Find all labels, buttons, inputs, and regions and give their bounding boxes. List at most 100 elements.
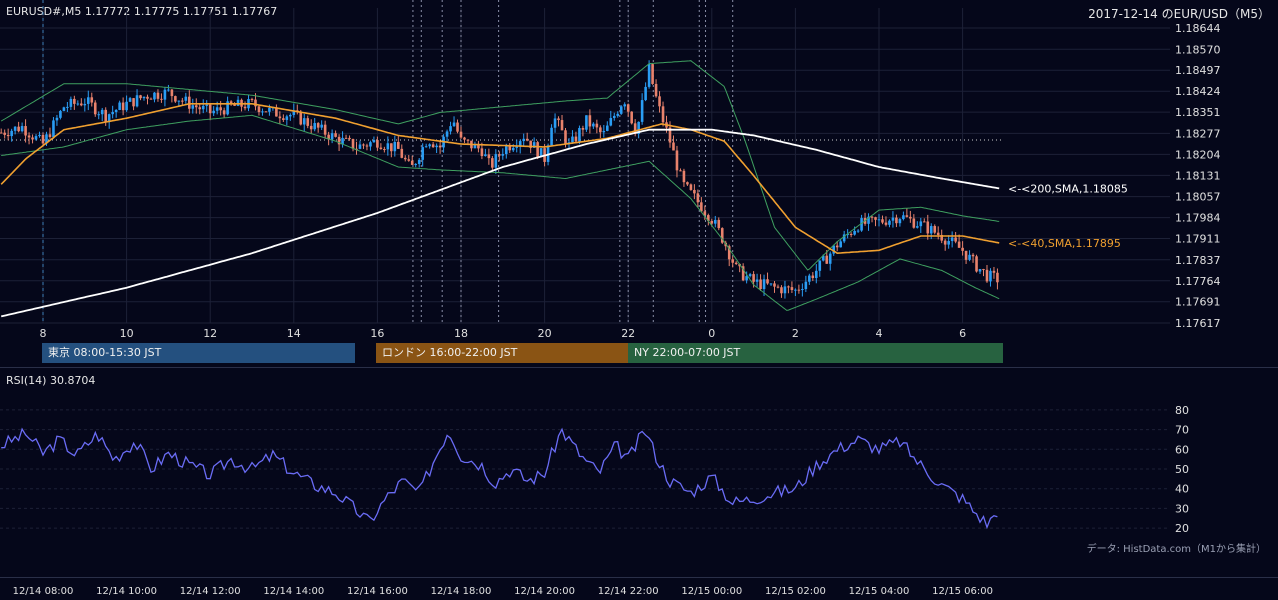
- candle: [797, 284, 801, 294]
- candle: [372, 136, 376, 143]
- candle: [912, 214, 916, 229]
- candle: [285, 114, 289, 126]
- candle: [658, 91, 661, 113]
- price-tick-label: 1.17984: [1175, 212, 1221, 225]
- candle: [895, 214, 898, 228]
- candle: [55, 114, 59, 126]
- time-tick-label: 12/15 06:00: [932, 586, 993, 597]
- candle: [118, 100, 121, 111]
- candle: [950, 231, 954, 248]
- candle: [731, 256, 734, 268]
- candle: [755, 273, 759, 287]
- candle: [675, 145, 679, 178]
- candle: [734, 261, 738, 266]
- candle: [933, 224, 937, 235]
- candle: [142, 96, 146, 101]
- price-tick-label: 1.18644: [1175, 22, 1221, 35]
- candle: [386, 136, 390, 156]
- candle: [100, 107, 104, 122]
- candle: [874, 216, 877, 227]
- candle: [560, 114, 564, 131]
- hour-tick-label: 2: [792, 327, 799, 340]
- time-tick-label: 12/15 00:00: [681, 586, 742, 597]
- candle: [452, 116, 456, 127]
- candle: [971, 253, 975, 263]
- candle: [181, 97, 184, 105]
- candle: [240, 98, 243, 112]
- candle: [407, 154, 411, 162]
- candle: [599, 125, 602, 139]
- candle: [790, 281, 794, 294]
- time-tick-label: 12/15 02:00: [765, 586, 826, 597]
- candle: [508, 143, 512, 154]
- candle: [20, 122, 24, 133]
- candle: [553, 113, 557, 133]
- candle: [919, 217, 923, 234]
- candle: [818, 260, 822, 277]
- price-chart[interactable]: 1.18644 1.18570 1.18497 1.18424 1.18351 1.182…: [0, 0, 1278, 342]
- candle: [961, 241, 964, 256]
- candle: [306, 115, 310, 129]
- time-tick-label: 12/14 22:00: [598, 586, 659, 597]
- candle: [968, 250, 971, 262]
- hour-tick-label: 22: [621, 327, 635, 340]
- candle: [177, 100, 181, 106]
- candle: [640, 93, 644, 125]
- candle: [815, 264, 818, 284]
- candle: [188, 90, 191, 114]
- candle: [424, 143, 428, 148]
- rsi-chart[interactable]: 80 70 60 50 40 30 20: [0, 380, 1278, 580]
- candle: [73, 95, 76, 110]
- candle: [996, 268, 999, 290]
- candle: [121, 97, 125, 116]
- candle: [435, 143, 438, 154]
- candle: [612, 112, 616, 121]
- candle: [536, 140, 539, 160]
- candle: [191, 98, 195, 114]
- candle: [351, 138, 355, 152]
- rsi-line: [1, 427, 998, 530]
- symbol-info: EURUSD#,M5 1.17772 1.17775 1.17751 1.177…: [6, 5, 278, 18]
- candle: [804, 275, 808, 293]
- candle: [501, 148, 505, 160]
- candle: [198, 103, 202, 115]
- candle: [3, 129, 6, 139]
- candle: [250, 97, 254, 103]
- candle: [870, 215, 874, 223]
- candle: [849, 232, 853, 238]
- candle: [153, 92, 156, 103]
- candle: [585, 115, 588, 132]
- candle: [261, 108, 264, 116]
- price-tick-label: 1.18351: [1175, 106, 1221, 119]
- candle: [783, 280, 787, 299]
- hour-tick-label: 12: [203, 327, 217, 340]
- candle: [226, 96, 229, 116]
- time-tick-label: 12/14 18:00: [431, 586, 492, 597]
- hour-tick-label: 10: [120, 327, 134, 340]
- candle: [330, 129, 334, 144]
- candle: [654, 79, 658, 98]
- candle: [769, 283, 773, 286]
- candle: [720, 227, 724, 245]
- price-tick-label: 1.18204: [1175, 148, 1221, 161]
- candle: [881, 215, 884, 225]
- candle: [470, 140, 473, 152]
- candle: [34, 134, 38, 141]
- candle: [943, 238, 947, 251]
- price-tick-label: 1.18277: [1175, 127, 1221, 140]
- candle: [717, 217, 721, 231]
- rsi-tick-label: 40: [1175, 483, 1189, 496]
- candle: [201, 99, 205, 114]
- bollinger-lower-band: [1, 114, 1000, 311]
- price-tick-label: 1.18497: [1175, 64, 1221, 77]
- candle: [76, 100, 80, 106]
- candle: [936, 226, 940, 240]
- sma40-label: <-<40,SMA,1.17895: [1008, 237, 1121, 250]
- price-tick-label: 1.18424: [1175, 85, 1221, 98]
- candle: [0, 128, 3, 134]
- candle: [114, 109, 118, 118]
- candle: [741, 263, 745, 282]
- rsi-tick-label: 80: [1175, 404, 1189, 417]
- candle: [992, 266, 996, 279]
- price-tick-label: 1.18057: [1175, 191, 1221, 204]
